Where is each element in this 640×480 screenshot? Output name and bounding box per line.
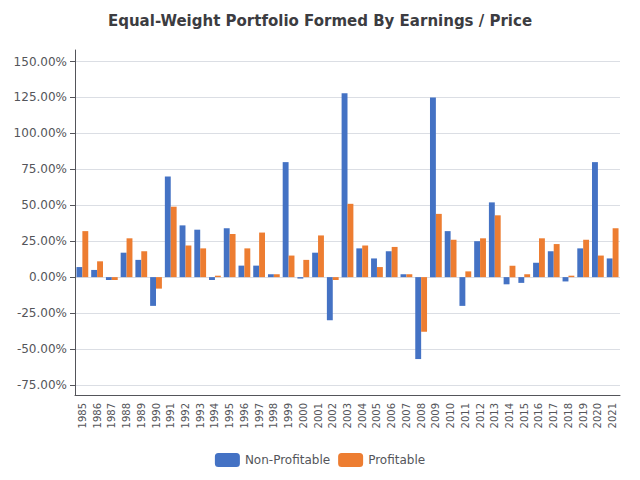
svg-text:2015: 2015 [519, 403, 530, 428]
svg-text:1999: 1999 [283, 403, 294, 428]
svg-text:1993: 1993 [195, 403, 206, 428]
svg-text:2004: 2004 [357, 403, 368, 428]
svg-text:2016: 2016 [533, 403, 544, 428]
svg-text:2008: 2008 [416, 403, 427, 428]
svg-text:1987: 1987 [106, 403, 117, 428]
svg-text:1997: 1997 [254, 403, 265, 428]
svg-text:1991: 1991 [165, 403, 176, 428]
svg-text:1992: 1992 [180, 403, 191, 428]
svg-text:2020: 2020 [592, 403, 603, 428]
svg-text:0.00%: 0.00% [29, 270, 67, 284]
svg-text:2018: 2018 [563, 403, 574, 428]
svg-text:2005: 2005 [371, 403, 382, 428]
svg-text:2014: 2014 [504, 403, 515, 428]
svg-text:2009: 2009 [430, 403, 441, 428]
svg-text:2006: 2006 [386, 403, 397, 428]
svg-text:75.00%: 75.00% [21, 162, 67, 176]
svg-text:Non-Profitable: Non-Profitable [245, 453, 330, 467]
svg-text:1985: 1985 [77, 403, 88, 428]
svg-text:1988: 1988 [121, 403, 132, 428]
svg-text:2010: 2010 [445, 403, 456, 428]
svg-text:1996: 1996 [239, 403, 250, 428]
svg-text:2021: 2021 [607, 403, 618, 428]
svg-text:-75.00%: -75.00% [17, 378, 67, 392]
svg-text:1994: 1994 [209, 403, 220, 428]
svg-text:1995: 1995 [224, 403, 235, 428]
svg-text:-50.00%: -50.00% [17, 342, 67, 356]
svg-text:2001: 2001 [313, 403, 324, 428]
svg-text:2013: 2013 [489, 403, 500, 428]
svg-text:2007: 2007 [401, 403, 412, 428]
svg-text:1990: 1990 [151, 403, 162, 428]
svg-text:1986: 1986 [92, 403, 103, 428]
svg-text:-25.00%: -25.00% [17, 306, 67, 320]
svg-text:125.00%: 125.00% [14, 90, 67, 104]
svg-text:2011: 2011 [460, 403, 471, 428]
svg-text:1998: 1998 [268, 403, 279, 428]
svg-text:1989: 1989 [136, 403, 147, 428]
svg-text:Equal-Weight Portfolio Formed: Equal-Weight Portfolio Formed By Earning… [108, 12, 532, 30]
svg-text:2002: 2002 [327, 403, 338, 428]
svg-text:2019: 2019 [578, 403, 589, 428]
svg-text:150.00%: 150.00% [14, 55, 67, 69]
svg-text:2017: 2017 [548, 403, 559, 428]
svg-text:25.00%: 25.00% [21, 234, 67, 248]
svg-text:2000: 2000 [298, 403, 309, 428]
svg-text:100.00%: 100.00% [14, 126, 67, 140]
svg-text:50.00%: 50.00% [21, 198, 67, 212]
svg-text:2003: 2003 [342, 403, 353, 428]
svg-text:Profitable: Profitable [368, 453, 425, 467]
svg-text:2012: 2012 [475, 403, 486, 428]
